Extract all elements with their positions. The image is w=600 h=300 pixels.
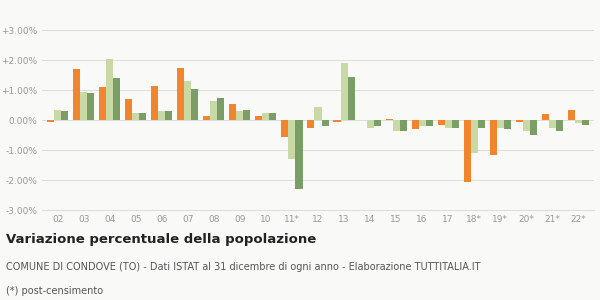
Bar	[575, 120, 582, 123]
Bar	[47, 120, 54, 122]
Bar	[516, 120, 523, 122]
Text: COMUNE DI CONDOVE (TO) - Dati ISTAT al 31 dicembre di ogni anno - Elaborazione T: COMUNE DI CONDOVE (TO) - Dati ISTAT al 3…	[6, 262, 481, 272]
Bar	[158, 111, 165, 120]
Bar	[392, 120, 400, 130]
Bar	[99, 87, 106, 120]
Bar	[54, 110, 61, 120]
Bar	[386, 118, 392, 120]
Bar	[262, 112, 269, 120]
Bar	[322, 120, 329, 126]
Bar	[582, 120, 589, 124]
Bar	[374, 120, 380, 126]
Bar	[191, 88, 199, 120]
Bar	[229, 103, 236, 120]
Bar	[184, 81, 191, 120]
Bar	[125, 99, 132, 120]
Bar	[203, 116, 211, 120]
Bar	[347, 76, 355, 120]
Bar	[244, 110, 250, 120]
Bar	[445, 120, 452, 127]
Bar	[437, 120, 445, 124]
Bar	[334, 120, 341, 122]
Bar	[464, 120, 471, 182]
Bar	[256, 116, 262, 120]
Bar	[139, 112, 146, 120]
Bar	[556, 120, 563, 130]
Bar	[106, 58, 113, 120]
Bar	[177, 68, 184, 120]
Bar	[236, 111, 244, 120]
Bar	[217, 98, 224, 120]
Bar	[497, 120, 504, 127]
Bar	[132, 112, 139, 120]
Bar	[419, 120, 425, 126]
Bar	[307, 120, 314, 127]
Bar	[400, 120, 407, 130]
Text: (*) post-censimento: (*) post-censimento	[6, 286, 103, 296]
Bar	[151, 85, 158, 120]
Bar	[113, 78, 120, 120]
Bar	[289, 120, 295, 159]
Bar	[471, 120, 478, 153]
Bar	[341, 63, 347, 120]
Bar	[504, 120, 511, 129]
Bar	[61, 111, 68, 120]
Bar	[478, 120, 485, 127]
Bar	[412, 120, 419, 129]
Bar	[165, 111, 172, 120]
Bar	[80, 92, 87, 120]
Bar	[542, 114, 549, 120]
Text: Variazione percentuale della popolazione: Variazione percentuale della popolazione	[6, 233, 316, 246]
Bar	[295, 120, 302, 189]
Bar	[73, 69, 80, 120]
Bar	[87, 93, 94, 120]
Bar	[314, 106, 322, 120]
Bar	[530, 120, 537, 135]
Bar	[269, 112, 277, 120]
Bar	[211, 100, 217, 120]
Bar	[490, 120, 497, 154]
Bar	[281, 120, 289, 136]
Bar	[568, 110, 575, 120]
Bar	[549, 120, 556, 127]
Bar	[452, 120, 459, 127]
Bar	[523, 120, 530, 130]
Bar	[367, 120, 374, 127]
Bar	[425, 120, 433, 126]
